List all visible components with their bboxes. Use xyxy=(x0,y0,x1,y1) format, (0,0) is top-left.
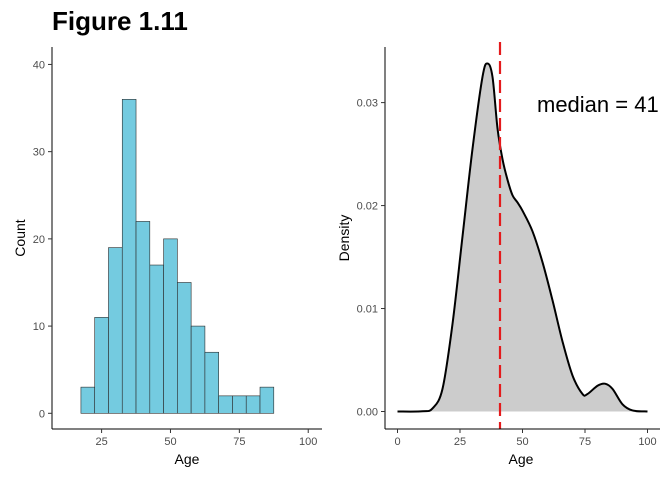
histogram-x-axis-title: Age xyxy=(175,451,200,467)
histogram-y-axis-title: Count xyxy=(12,219,28,256)
histogram-y-tick-label: 30 xyxy=(33,147,45,159)
density-y-axis-title: Density xyxy=(336,215,352,262)
density-x-tick-label: 75 xyxy=(579,436,591,448)
histogram-bar xyxy=(163,238,178,414)
density-x-tick-label: 100 xyxy=(638,436,656,448)
median-annotation: median = 41 xyxy=(537,92,659,117)
density-y-tick-label: 0.00 xyxy=(357,406,378,418)
density-y-tick-label: 0.02 xyxy=(357,201,378,213)
histogram-chart: 25 50 75 100 0 10 20 30 40 Age Count xyxy=(12,47,322,467)
histogram-bar xyxy=(94,317,109,414)
density-plot xyxy=(397,42,648,429)
histogram-bar xyxy=(177,282,192,414)
histogram-y-tick-label: 40 xyxy=(33,59,45,71)
histogram-y-tick-label: 20 xyxy=(33,234,45,246)
histogram-x-tick-label: 25 xyxy=(95,436,107,448)
density-line xyxy=(397,62,648,413)
density-y-tick-label: 0.03 xyxy=(357,98,378,110)
histogram-bar xyxy=(204,351,219,414)
histogram-bar xyxy=(135,221,151,414)
histogram-bar xyxy=(232,395,247,414)
density-area xyxy=(397,63,648,412)
figure-title: Figure 1.11 xyxy=(52,6,188,36)
histogram-bar xyxy=(108,247,123,414)
histogram-x-tick-label: 50 xyxy=(164,436,176,448)
density-x-tick-label: 0 xyxy=(394,436,400,448)
histogram-y-tick-label: 0 xyxy=(39,408,45,420)
histogram-x-tick-label: 75 xyxy=(233,436,245,448)
density-x-axis-title: Age xyxy=(509,451,534,467)
histogram-bar xyxy=(149,264,164,414)
density-axes: 0 25 50 75 100 0.00 0.01 0.02 0.03 xyxy=(357,98,657,448)
histogram-x-tick-label: 100 xyxy=(299,436,317,448)
density-x-tick-label: 25 xyxy=(454,436,466,448)
histogram-bar xyxy=(190,325,206,414)
histogram-bar xyxy=(121,99,137,414)
histogram-bars xyxy=(80,99,275,414)
density-x-tick-label: 50 xyxy=(516,436,528,448)
histogram-bar xyxy=(80,386,96,414)
histogram-bar xyxy=(259,386,275,414)
histogram-y-tick-label: 10 xyxy=(33,321,45,333)
histogram-bar xyxy=(218,395,233,414)
histogram-axes: 25 50 75 100 0 10 20 30 40 xyxy=(33,59,318,448)
density-y-tick-label: 0.01 xyxy=(357,304,378,316)
histogram-bar xyxy=(245,395,261,414)
